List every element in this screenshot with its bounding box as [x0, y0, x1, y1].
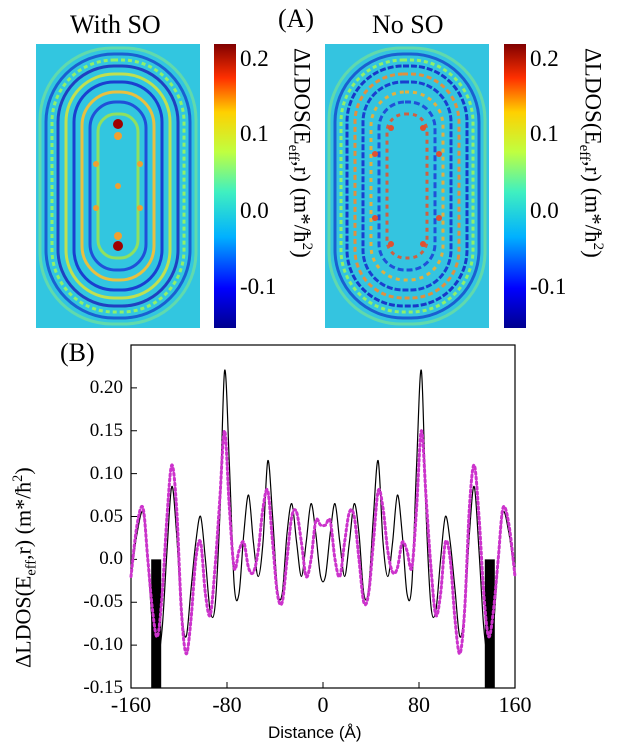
x-tick-label: -80	[212, 692, 242, 717]
colorbar-right	[504, 44, 526, 328]
series-line-no-so	[129, 429, 517, 656]
y-tick-label: -0.15	[83, 677, 123, 698]
series-line-with-so	[130, 369, 516, 659]
right-adatom-bar	[484, 559, 495, 688]
line-chart-xlabel: Distance (Å)	[268, 723, 362, 742]
y-tick-label: -0.10	[83, 634, 123, 656]
ldos-map-with-so	[36, 44, 200, 328]
right-map-title: No SO	[372, 10, 444, 39]
ldos-map-no-so	[325, 44, 489, 328]
colorbar-left-tick: -0.1	[240, 274, 277, 299]
colorbar-right-tick: 0.2	[530, 46, 559, 71]
y-tick-label: -0.05	[83, 591, 123, 613]
colorbar-left-tick: 0.0	[240, 198, 269, 223]
left-adatom-bar	[151, 559, 162, 688]
x-tick-label: 0	[317, 692, 329, 717]
x-tick-label: 80	[408, 692, 430, 717]
y-tick-label: 0.0	[99, 548, 123, 570]
colorbar-right-tick: 0.0	[530, 198, 559, 223]
colorbar-left	[214, 44, 236, 328]
colorbar-left-tick: 0.2	[240, 46, 269, 71]
x-tick-label: -160	[110, 692, 152, 717]
y-tick-label: 0.20	[89, 376, 123, 398]
panel-a-label: (A)	[278, 4, 315, 33]
colorbar-left-tick: 0.1	[240, 121, 269, 146]
colorbar-right-tick: -0.1	[530, 274, 567, 299]
x-tick-label: 160	[498, 692, 532, 717]
y-tick-label: 0.05	[89, 505, 123, 527]
left-map-title: With SO	[70, 10, 161, 39]
y-tick-label: 0.10	[89, 462, 123, 484]
panel-b-label: (B)	[60, 338, 95, 367]
y-tick-label: 0.15	[89, 419, 123, 441]
colorbar-right-tick: 0.1	[530, 121, 559, 146]
